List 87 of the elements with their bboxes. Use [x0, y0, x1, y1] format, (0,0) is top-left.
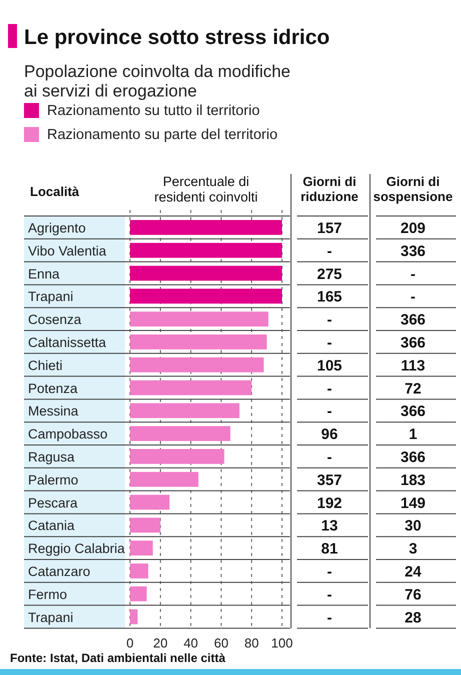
text: 192 — [316, 494, 342, 512]
text: 105 — [316, 357, 342, 374]
bar — [130, 357, 264, 372]
x-tick-label: 20 — [153, 635, 168, 650]
text: 183 — [400, 472, 426, 489]
bar — [130, 242, 282, 258]
text: 366 — [400, 448, 426, 466]
text: 30 — [404, 518, 422, 535]
legend-label: Razionamento su parte del territorio — [47, 127, 278, 143]
bar — [130, 380, 252, 396]
text: 357 — [316, 472, 342, 489]
text: - — [327, 380, 332, 398]
bar — [130, 266, 282, 281]
text: - — [327, 563, 332, 580]
text: 366 — [400, 403, 426, 420]
bar — [130, 540, 153, 556]
bar — [130, 403, 240, 418]
text: 113 — [400, 357, 426, 374]
bar — [130, 564, 148, 578]
y-tick-label: Ragusa — [28, 449, 76, 464]
y-tick-label: Pescara — [28, 495, 78, 510]
bar — [130, 426, 230, 441]
text: - — [327, 242, 332, 260]
text: Giorni di sospensione — [373, 174, 453, 204]
bar — [130, 312, 268, 326]
text: 72 — [404, 380, 422, 398]
y-axis-title: Località — [30, 184, 80, 199]
x-axis-title: Percentuale di residenti coinvolti — [154, 174, 258, 205]
text: 366 — [400, 334, 426, 352]
x-tick-label: 40 — [184, 635, 198, 650]
y-tick-label: Messina — [28, 404, 79, 419]
text: 165 — [316, 288, 342, 306]
y-tick-label: Cosenza — [28, 312, 82, 328]
text: - — [327, 586, 332, 604]
x-tick-label: 0 — [126, 635, 134, 650]
text: - — [327, 609, 332, 626]
text: 149 — [400, 494, 426, 512]
text: - — [410, 266, 416, 283]
text: 76 — [404, 586, 422, 604]
y-tick-label: Potenza — [28, 380, 78, 396]
y-tick-label: Vibo Valentia — [28, 243, 107, 258]
text: - — [327, 403, 332, 420]
text: Giorni di riduzione — [300, 174, 358, 204]
text: 1 — [408, 426, 418, 444]
legend-label: Razionamento su tutto il territorio — [47, 103, 260, 119]
bar — [130, 494, 170, 510]
x-tick-label: 100 — [271, 635, 293, 650]
text: 28 — [404, 609, 422, 626]
y-tick-label: Reggio Calabria — [28, 541, 126, 556]
text: 275 — [316, 266, 342, 283]
bar — [130, 609, 138, 624]
bar — [130, 518, 160, 533]
text: - — [410, 288, 416, 306]
text: - — [327, 448, 332, 466]
text: - — [327, 312, 332, 329]
bar — [130, 288, 282, 304]
y-tick-label: Catania — [28, 518, 76, 534]
chart-subtitle: Popolazione coinvolta da modifiche ai servizi di erogazione — [24, 62, 291, 101]
text: 13 — [321, 518, 338, 535]
text: 157 — [316, 220, 342, 237]
text: 3 — [408, 540, 418, 558]
text: - — [327, 334, 332, 352]
bar — [130, 586, 147, 602]
text: 81 — [321, 540, 338, 558]
y-tick-label: Catanzaro — [28, 564, 90, 579]
y-tick-label: Caltanissetta — [28, 334, 107, 350]
y-tick-label: Trapani — [28, 289, 74, 304]
y-tick-label: Chieti — [28, 358, 63, 373]
y-tick-label: Enna — [28, 266, 60, 282]
y-tick-label: Fermo — [28, 586, 68, 602]
y-tick-label: Palermo — [28, 472, 78, 488]
y-tick-label: Trapani — [28, 610, 74, 625]
bar — [130, 334, 267, 350]
text: 209 — [400, 220, 426, 237]
x-tick-label: 80 — [244, 635, 259, 650]
text: 336 — [400, 242, 426, 260]
text: 366 — [400, 312, 426, 329]
chart-title: Le province sotto stress idrico — [24, 26, 330, 49]
text: 24 — [404, 563, 422, 580]
y-tick-label: Campobasso — [28, 426, 108, 442]
source-note: Fonte: Istat, Dati ambientali nelle città — [10, 651, 226, 665]
text: 96 — [321, 426, 338, 444]
bar — [130, 472, 198, 487]
bar — [130, 449, 224, 464]
bar — [130, 220, 282, 235]
y-tick-label: Agrigento — [28, 220, 86, 236]
x-tick-label: 60 — [214, 635, 228, 650]
